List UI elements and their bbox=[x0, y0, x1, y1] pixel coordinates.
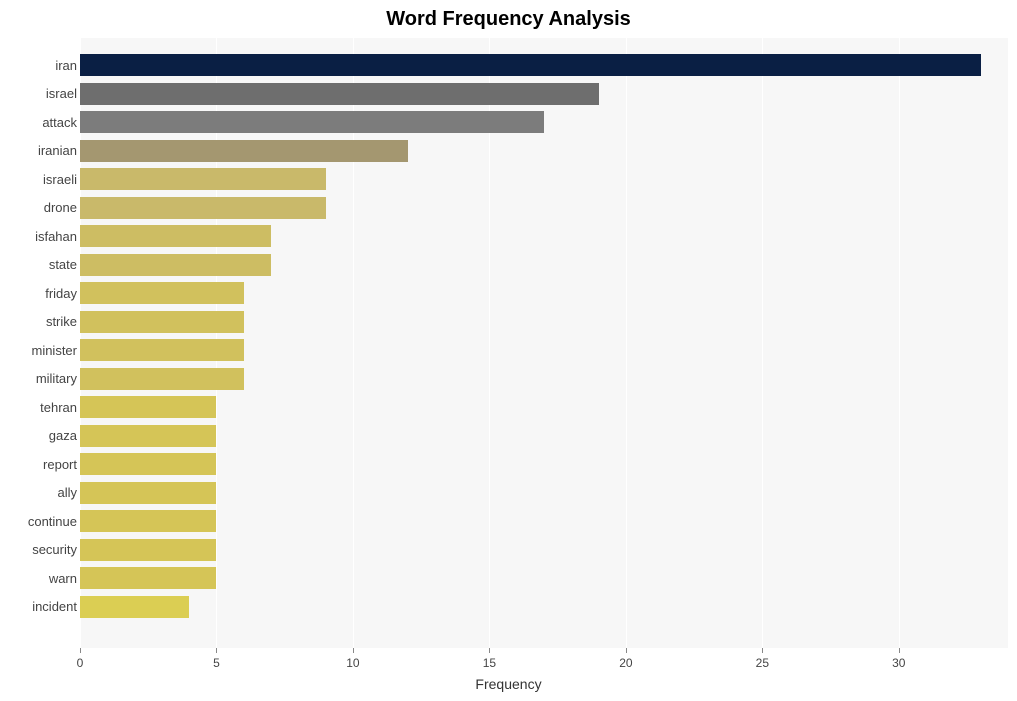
y-label: minister bbox=[31, 343, 77, 358]
y-label: report bbox=[43, 457, 77, 472]
bar bbox=[80, 282, 244, 304]
x-tick-label: 5 bbox=[213, 656, 220, 670]
bar bbox=[80, 168, 326, 190]
bar bbox=[80, 368, 244, 390]
y-label: iran bbox=[55, 58, 77, 73]
y-label: gaza bbox=[49, 428, 77, 443]
y-label: israeli bbox=[43, 172, 77, 187]
x-tick-mark bbox=[626, 648, 627, 653]
x-tick-mark bbox=[489, 648, 490, 653]
bar bbox=[80, 83, 599, 105]
bar bbox=[80, 140, 408, 162]
y-label: continue bbox=[28, 514, 77, 529]
plot-area bbox=[80, 38, 1008, 648]
y-label: warn bbox=[49, 571, 77, 586]
y-label: attack bbox=[42, 115, 77, 130]
x-tick-label: 20 bbox=[619, 656, 632, 670]
bar bbox=[80, 225, 271, 247]
x-tick-label: 10 bbox=[346, 656, 359, 670]
y-label: strike bbox=[46, 314, 77, 329]
gridline bbox=[762, 38, 763, 648]
x-tick-mark bbox=[899, 648, 900, 653]
bar bbox=[80, 197, 326, 219]
bar bbox=[80, 539, 216, 561]
gridline bbox=[899, 38, 900, 648]
x-tick-label: 0 bbox=[77, 656, 84, 670]
bar bbox=[80, 567, 216, 589]
y-label: drone bbox=[44, 200, 77, 215]
x-tick-mark bbox=[80, 648, 81, 653]
y-label: state bbox=[49, 257, 77, 272]
x-tick-label: 25 bbox=[756, 656, 769, 670]
x-tick-label: 30 bbox=[892, 656, 905, 670]
bar bbox=[80, 425, 216, 447]
y-label: incident bbox=[32, 599, 77, 614]
bar bbox=[80, 339, 244, 361]
x-tick-label: 15 bbox=[483, 656, 496, 670]
x-tick-mark bbox=[216, 648, 217, 653]
y-label: israel bbox=[46, 86, 77, 101]
bar bbox=[80, 54, 981, 76]
bar bbox=[80, 482, 216, 504]
chart-container: Word Frequency Analysis Frequency 0 5 10 15… bbox=[0, 0, 1017, 701]
y-label: tehran bbox=[40, 400, 77, 415]
bar bbox=[80, 254, 271, 276]
bar bbox=[80, 311, 244, 333]
y-label: friday bbox=[45, 286, 77, 301]
bar bbox=[80, 596, 189, 618]
y-label: military bbox=[36, 371, 77, 386]
bar bbox=[80, 453, 216, 475]
bar bbox=[80, 510, 216, 532]
y-label: iranian bbox=[38, 143, 77, 158]
x-axis-label: Frequency bbox=[0, 676, 1017, 692]
bar bbox=[80, 396, 216, 418]
y-label: ally bbox=[57, 485, 77, 500]
gridline bbox=[626, 38, 627, 648]
chart-title: Word Frequency Analysis bbox=[0, 8, 1017, 31]
y-label: security bbox=[32, 542, 77, 557]
y-label: isfahan bbox=[35, 229, 77, 244]
bar bbox=[80, 111, 544, 133]
x-tick-mark bbox=[762, 648, 763, 653]
x-tick-mark bbox=[353, 648, 354, 653]
